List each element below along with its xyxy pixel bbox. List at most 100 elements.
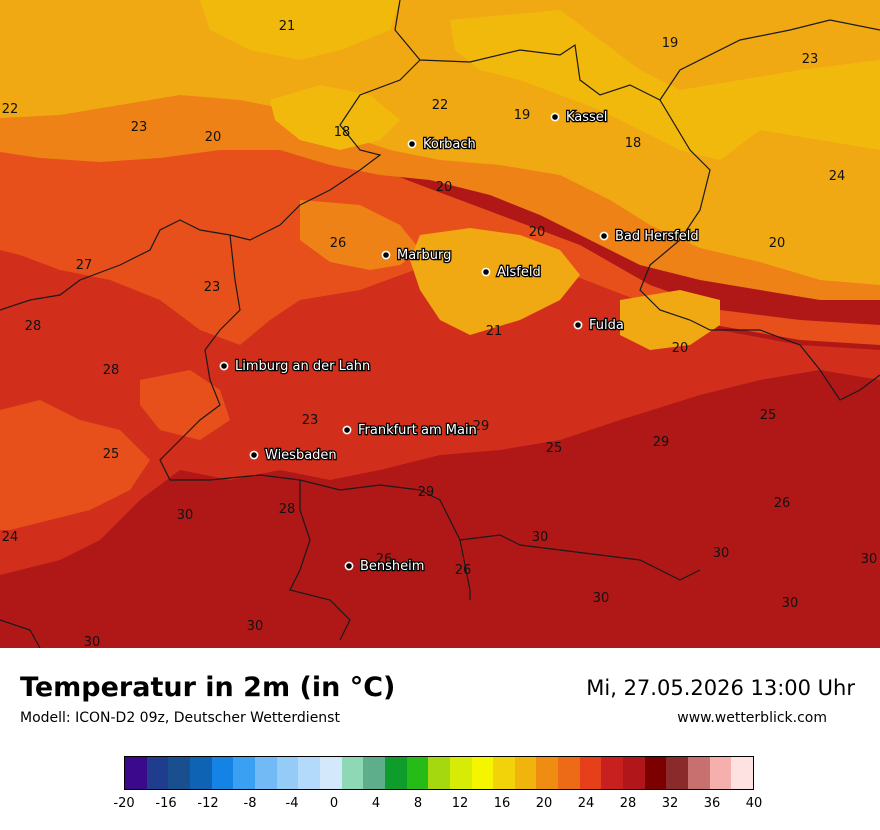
scale-swatch — [514, 757, 537, 789]
scale-swatch — [319, 757, 342, 789]
temperature-value: 25 — [546, 441, 563, 456]
color-scale-labels: -20 -16 -12 -8 -4 0 4 8 12 16 20 24 28 32 36 40 — [113, 796, 762, 814]
city-name: Fulda — [589, 318, 624, 333]
temperature-value: 20 — [529, 225, 546, 240]
scale-swatch — [579, 757, 602, 789]
city-name: Alsfeld — [497, 265, 541, 280]
temperature-value: 18 — [625, 136, 642, 151]
scale-swatch — [276, 757, 299, 789]
city-marker[interactable]: Marburg — [381, 247, 453, 264]
city-name: Bensheim — [360, 559, 424, 574]
color-scale-bar — [124, 756, 754, 790]
scale-swatch — [471, 757, 494, 789]
scale-swatch — [709, 757, 732, 789]
state-borders — [0, 0, 880, 648]
city-marker[interactable]: Limburg an der Lahn — [219, 358, 372, 375]
temperature-value: 25 — [103, 447, 120, 462]
temperature-value: 30 — [593, 591, 610, 606]
temperature-value: 19 — [514, 108, 531, 123]
scale-tick-label: 12 — [451, 796, 469, 811]
scale-swatch — [384, 757, 407, 789]
legend-panel: Temperatur in 2m (in °C) Modell: ICON-D2… — [0, 648, 880, 830]
temperature-value: 19 — [662, 36, 679, 51]
scale-tick-label: 36 — [703, 796, 721, 811]
scale-swatch — [536, 757, 559, 789]
city-marker[interactable]: Korbach — [407, 136, 477, 153]
temperature-value: 28 — [25, 319, 42, 334]
scale-swatch — [298, 757, 320, 789]
scale-swatch — [493, 757, 515, 789]
scale-tick-label: -20 — [113, 796, 135, 811]
scale-tick-label: -8 — [243, 796, 257, 811]
city-dot-icon — [599, 231, 609, 241]
scale-swatch — [644, 757, 667, 789]
city-marker[interactable]: Fulda — [573, 317, 625, 334]
scale-swatch — [254, 757, 277, 789]
map-canvas[interactable]: 21 19 23 22 23 20 18 22 19 18 20 24 20 20 26 27 23 28 21 20… — [0, 0, 880, 648]
temperature-value: 22 — [2, 102, 19, 117]
city-name: Wiesbaden — [265, 448, 337, 463]
temperature-value: 21 — [486, 324, 503, 339]
zone-18-20 — [200, 0, 880, 160]
scale-tick-label: 32 — [661, 796, 679, 811]
zone-24-26 — [0, 140, 880, 530]
city-dot-icon — [344, 561, 354, 571]
temperature-value: 26 — [330, 236, 347, 251]
scale-swatch — [428, 757, 450, 789]
city-dot-icon — [249, 450, 259, 460]
scale-tick-label: -16 — [155, 796, 177, 811]
temperature-value: 30 — [782, 596, 799, 611]
city-dot-icon — [550, 112, 560, 122]
temperature-value: 23 — [131, 120, 148, 135]
temperature-value: 30 — [532, 530, 549, 545]
city-dot-icon — [342, 425, 352, 435]
temperature-value: 20 — [205, 130, 222, 145]
city-dot-icon — [219, 361, 229, 371]
scale-swatch — [558, 757, 580, 789]
temperature-value: 20 — [769, 236, 786, 251]
city-marker[interactable]: Bad Hersfeld — [599, 228, 700, 245]
temperature-value: 29 — [653, 435, 670, 450]
temperature-value: 28 — [279, 502, 296, 517]
scale-tick-label: -4 — [285, 796, 299, 811]
temperature-value: 18 — [334, 125, 351, 140]
temperature-value: 20 — [672, 341, 689, 356]
temperature-value: 30 — [713, 546, 730, 561]
city-marker[interactable]: Alsfeld — [481, 264, 542, 281]
city-name: Marburg — [397, 248, 451, 263]
scale-swatch — [189, 757, 212, 789]
temperature-map[interactable]: 21 19 23 22 23 20 18 22 19 18 20 24 20 20 26 27 23 28 21 20… — [0, 0, 880, 649]
temperature-value: 29 — [418, 485, 435, 500]
scale-swatch — [168, 757, 190, 789]
scale-tick-label: 40 — [745, 796, 763, 811]
scale-swatch — [341, 757, 364, 789]
scale-swatch — [666, 757, 689, 789]
scale-swatch — [363, 757, 385, 789]
temperature-value: 30 — [177, 508, 194, 523]
temperature-value: 23 — [204, 280, 221, 295]
city-marker[interactable]: Bensheim — [344, 558, 426, 575]
scale-swatch — [406, 757, 429, 789]
scale-swatch — [601, 757, 624, 789]
scale-tick-label: 20 — [535, 796, 553, 811]
scale-swatch — [146, 757, 169, 789]
city-marker[interactable]: Kassel — [550, 109, 609, 126]
city-dot-icon — [481, 267, 491, 277]
scale-swatch — [449, 757, 472, 789]
temperature-value: 22 — [432, 98, 449, 113]
scale-swatch — [623, 757, 645, 789]
temperature-labels: 21 19 23 22 23 20 18 22 19 18 20 24 20 20 26 27 23 28 21 20… — [2, 19, 878, 648]
city-name: Kassel — [566, 110, 607, 125]
city-marker[interactable]: Frankfurt am Main — [342, 422, 478, 439]
scale-swatch — [125, 757, 147, 789]
scale-tick-label: 24 — [577, 796, 595, 811]
scale-tick-label: 4 — [371, 796, 381, 811]
website-link[interactable]: www.wetterblick.com — [677, 710, 827, 726]
city-marker[interactable]: Wiesbaden — [249, 447, 338, 464]
temperature-value: 29 — [473, 419, 490, 434]
temperature-value: 21 — [279, 19, 296, 34]
city-dot-icon — [573, 320, 583, 330]
temperature-value: 30 — [247, 619, 264, 634]
city-markers: Kassel Korbach Bad Hersfeld Marburg Alsfeld F… — [219, 109, 700, 575]
city-name: Limburg an der Lahn — [235, 359, 370, 374]
